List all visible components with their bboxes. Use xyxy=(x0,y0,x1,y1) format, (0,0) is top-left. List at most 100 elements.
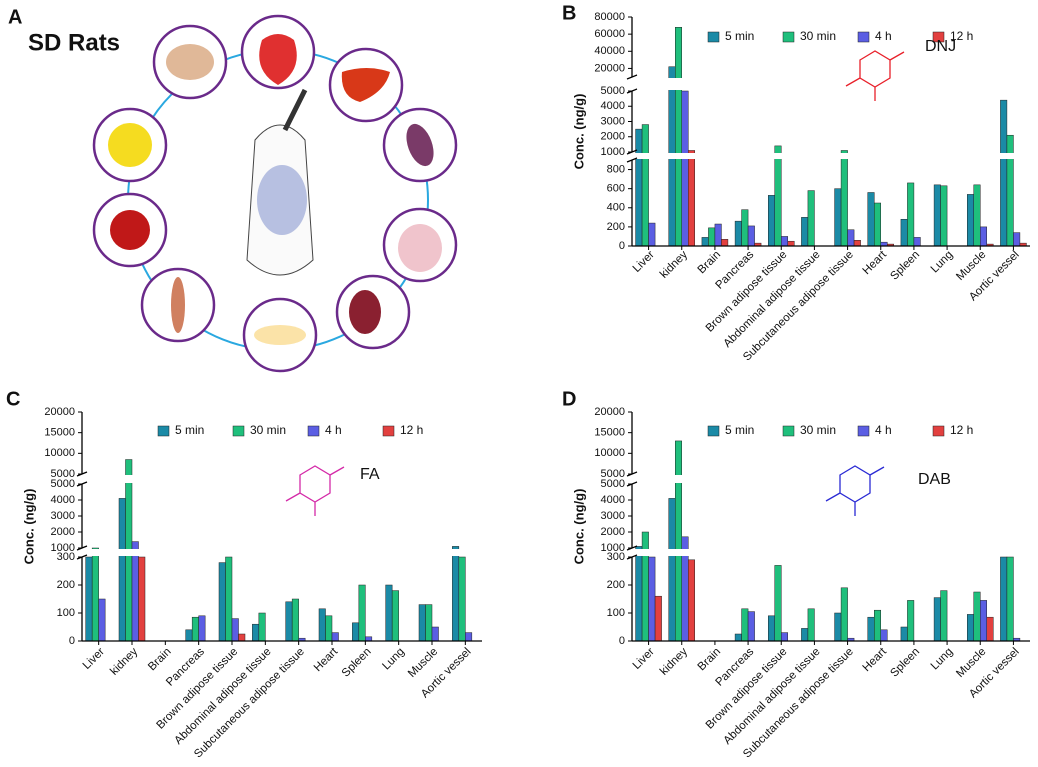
bar xyxy=(807,190,815,247)
bar xyxy=(138,556,146,642)
axis-break xyxy=(78,549,482,556)
x-tick-label: Brain xyxy=(146,646,173,673)
bar xyxy=(834,612,842,642)
panel-label: D xyxy=(562,388,576,410)
bar xyxy=(747,611,755,642)
y-tick-label: 0 xyxy=(619,635,625,647)
bar xyxy=(425,604,433,642)
legend-swatch xyxy=(857,425,870,437)
bar xyxy=(807,608,815,642)
bar xyxy=(231,618,239,642)
bar xyxy=(668,498,676,642)
legend-label: 4 h xyxy=(325,423,342,437)
x-tick-label: Heart xyxy=(312,645,341,674)
annotation: DNJ xyxy=(925,38,956,55)
bar xyxy=(973,591,981,642)
annotation: DAB xyxy=(918,471,951,488)
legend-label: 12 h xyxy=(400,423,423,437)
structure xyxy=(845,50,905,101)
bar xyxy=(635,128,643,247)
legend-swatch xyxy=(782,31,795,43)
bar xyxy=(85,556,93,642)
bar xyxy=(973,184,981,247)
bar xyxy=(714,223,722,247)
bar xyxy=(986,616,994,642)
y-tick-label: 2000 xyxy=(601,131,625,143)
panel-a-illustration: A SD Rats xyxy=(8,6,458,373)
structure xyxy=(825,465,885,516)
y-tick-label: 5000 xyxy=(51,468,75,480)
bar xyxy=(654,595,662,642)
legend-swatch xyxy=(932,425,945,437)
legend-label: 5 min xyxy=(725,29,754,43)
x-tick-label: Lung xyxy=(929,249,956,276)
bar xyxy=(741,209,749,247)
y-axis-label: Conc. (ng/g) xyxy=(21,489,36,565)
legend-swatch xyxy=(707,31,720,43)
bar xyxy=(641,531,649,642)
bar xyxy=(291,598,299,642)
panel-label: A xyxy=(8,6,22,28)
legend-label: 30 min xyxy=(250,423,286,437)
bar xyxy=(198,615,206,642)
bar xyxy=(91,547,99,642)
bar xyxy=(913,237,921,247)
bar xyxy=(734,220,742,247)
bar xyxy=(840,150,848,247)
bar xyxy=(847,229,855,247)
bar xyxy=(648,556,656,642)
y-tick-label: 4000 xyxy=(601,494,625,506)
y-tick-label: 1000 xyxy=(601,542,625,554)
bar xyxy=(325,615,333,642)
bar xyxy=(185,629,193,642)
bar xyxy=(1000,99,1008,247)
legend-label: 4 h xyxy=(875,423,892,437)
bar xyxy=(258,612,266,642)
bar xyxy=(907,600,915,642)
bar xyxy=(781,236,788,247)
annotation: FA xyxy=(360,466,380,483)
y-tick-label: 5000 xyxy=(51,478,75,490)
y-tick-label: 4000 xyxy=(51,494,75,506)
bar xyxy=(385,584,393,642)
bar xyxy=(741,608,749,642)
axis-break xyxy=(78,475,482,483)
y-tick-label: 10000 xyxy=(44,447,75,459)
x-tick-label: kidney xyxy=(108,646,140,678)
bar xyxy=(787,240,795,247)
y-tick-label: 15000 xyxy=(44,427,75,439)
y-axis-label: Conc. (ng/g) xyxy=(571,489,586,565)
axis-break xyxy=(628,549,1030,556)
panel-label: B xyxy=(562,2,576,24)
y-tick-label: 20000 xyxy=(594,62,625,74)
bar xyxy=(721,239,729,247)
y-tick-label: 80000 xyxy=(594,11,625,23)
bar xyxy=(218,562,226,642)
bar xyxy=(933,184,941,247)
y-tick-label: 800 xyxy=(607,163,625,175)
y-tick-label: 4000 xyxy=(601,100,625,112)
y-tick-label: 3000 xyxy=(601,115,625,127)
y-tick-label: 200 xyxy=(607,221,625,233)
bar xyxy=(867,616,875,642)
bar xyxy=(458,556,466,642)
adipose xyxy=(108,123,152,167)
legend-swatch xyxy=(307,425,320,437)
bar xyxy=(352,622,360,642)
bar xyxy=(867,192,875,247)
y-tick-label: 0 xyxy=(619,240,625,252)
legend-label: 30 min xyxy=(800,423,836,437)
y-tick-label: 1000 xyxy=(51,542,75,554)
legend-swatch xyxy=(707,425,720,437)
bar xyxy=(900,218,908,247)
bar xyxy=(675,440,682,642)
y-tick-label: 600 xyxy=(607,183,625,195)
y-tick-label: 1000 xyxy=(601,146,625,158)
spleen xyxy=(406,123,434,167)
y-tick-label: 20000 xyxy=(44,406,75,418)
bar xyxy=(980,226,987,247)
y-tick-label: 3000 xyxy=(51,510,75,522)
y-tick-label: 5000 xyxy=(601,478,625,490)
